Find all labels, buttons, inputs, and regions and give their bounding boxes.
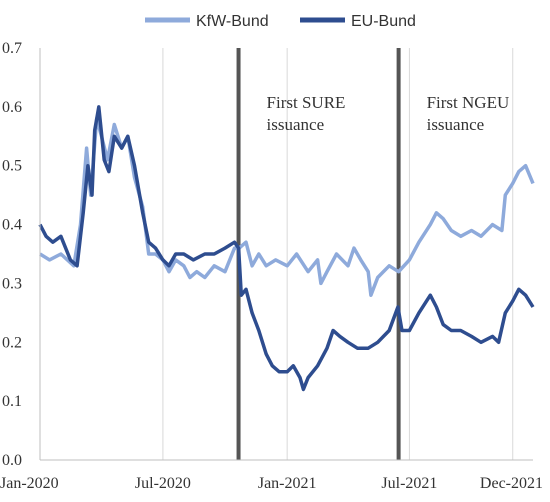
x-tick-label: Jan-2020 (0, 475, 59, 492)
x-tick-label: Jan-2021 (258, 475, 317, 492)
event-annotation: issuance (267, 115, 325, 134)
event-annotation: First SURE (267, 93, 346, 112)
legend-label-eu-bund: EU-Bund (351, 13, 416, 30)
x-tick-label: Dec-2021 (480, 475, 543, 492)
y-tick-label: 0.7 (2, 40, 22, 57)
axes: Jan-2020 Jul-2020 Jan-2021 Jul-2021 Dec-2021… (0, 40, 543, 492)
legend-label-kfw-bund: KfW-Bund (196, 13, 269, 30)
x-tick-label: Jul-2020 (135, 475, 191, 492)
event-annotation: issuance (427, 115, 485, 134)
y-tick-label: 0.6 (2, 99, 22, 116)
grid (162, 48, 514, 460)
annotations: First SURE issuance First NGEU issuance (267, 93, 510, 134)
series-line-eu-bund (38, 105, 535, 392)
legend: KfW-Bund EU-Bund (145, 13, 416, 30)
y-tick-label: 0.1 (2, 393, 22, 410)
series-layer (38, 105, 535, 392)
y-tick-label: 0.5 (2, 158, 22, 175)
event-annotation: First NGEU (427, 93, 510, 112)
y-tick-label: 0.2 (2, 334, 22, 351)
y-tick-label: 0.0 (2, 452, 22, 469)
series-line-kfw-bund (39, 116, 535, 297)
y-tick-label: 0.3 (2, 275, 22, 292)
x-tick-label: Jul-2021 (381, 475, 437, 492)
y-tick-label: 0.4 (2, 217, 22, 234)
